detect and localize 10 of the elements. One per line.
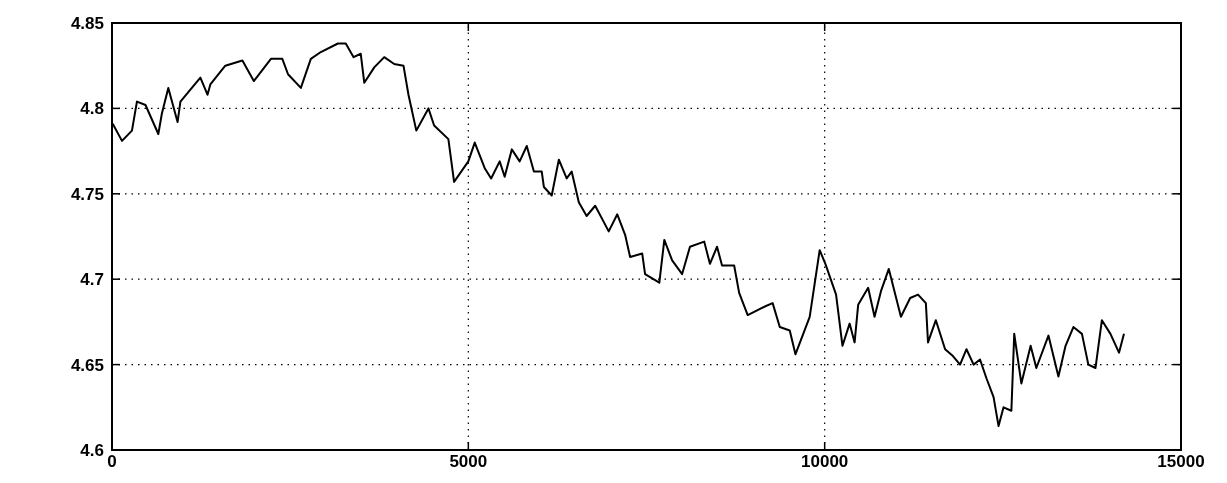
x-tick-label: 10000 xyxy=(801,452,849,471)
x-tick-label: 0 xyxy=(107,452,117,471)
x-tick-label: 15000 xyxy=(1157,452,1205,471)
y-tick-label: 4.7 xyxy=(80,270,104,290)
y-tick-label: 4.8 xyxy=(80,99,104,119)
y-tick-label: 4.6 xyxy=(80,440,104,460)
y-tick-label: 4.75 xyxy=(70,184,104,204)
y-tick-label: 4.65 xyxy=(70,355,104,375)
x-tick-label: 5000 xyxy=(449,452,488,471)
y-tick-label: 4.85 xyxy=(70,13,104,33)
